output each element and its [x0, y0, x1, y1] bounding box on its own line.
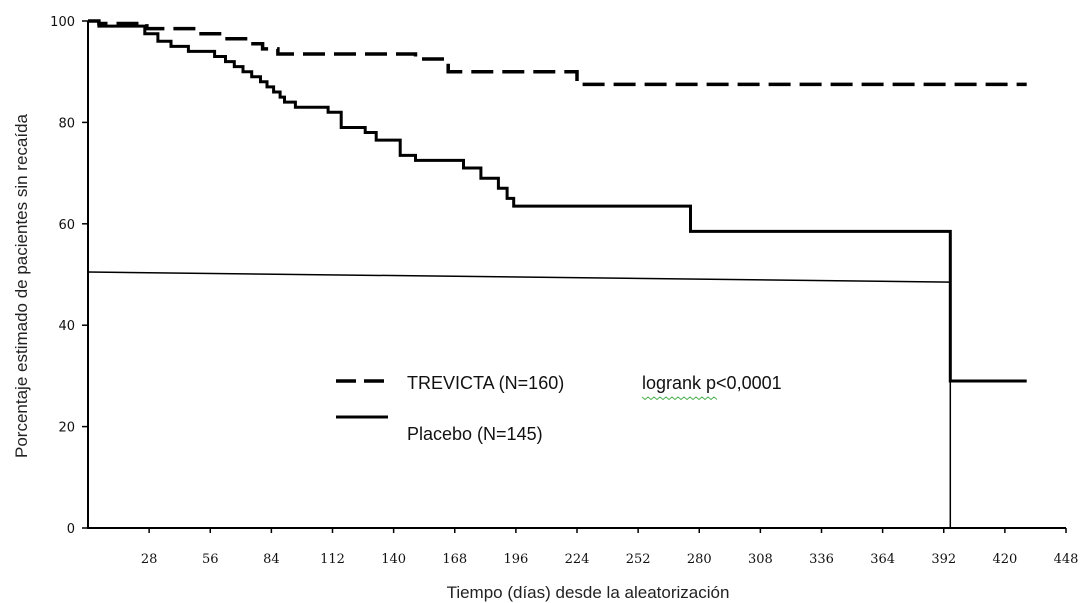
y-tick-label: 80 [58, 116, 75, 131]
y-axis-title: Porcentaje estimado de pacientes sin rec… [12, 113, 31, 458]
x-tick-label: 252 [626, 552, 651, 567]
legend-label: TREVICTA (N=160) [407, 373, 564, 393]
x-tick-label: 28 [141, 552, 158, 567]
y-tick-label: 60 [58, 218, 75, 233]
x-tick-label: 140 [381, 552, 406, 567]
x-tick-label: 392 [931, 552, 956, 567]
y-tick-label: 20 [58, 421, 75, 436]
legend: TREVICTA (N=160) Placebo (N=145) [336, 373, 718, 444]
y-tick-label: 40 [58, 319, 75, 334]
x-tick-label: 448 [1054, 552, 1079, 567]
spellcheck-underline [641, 396, 718, 401]
series-line-0 [88, 19, 1027, 87]
x-tick-label: 336 [809, 552, 834, 567]
x-tick-label: 308 [748, 552, 773, 567]
x-tick-label: 168 [442, 552, 467, 567]
tick-labels: 28 56 84 112 140 168 196 224 252 280 308 336 364 392 4… [50, 15, 1078, 567]
x-tick-label: 112 [320, 552, 345, 567]
legend-label: Placebo (N=145) [407, 424, 543, 444]
x-tick-label: 280 [687, 552, 712, 567]
logrank-annotation: logrank p<0,0001 [642, 373, 782, 393]
x-tick-label: 56 [202, 552, 219, 567]
data-series [87, 19, 1027, 528]
y-tick-label: 0 [67, 522, 75, 537]
series-line-2 [87, 271, 952, 528]
x-tick-label: 196 [503, 552, 528, 567]
x-axis-title: Tiempo (días) desde la aleatorización [447, 583, 730, 602]
x-tick-label: 84 [263, 552, 280, 567]
x-tick-label: 224 [565, 552, 590, 567]
x-tick-label: 420 [992, 552, 1017, 567]
y-tick-label: 100 [50, 15, 75, 30]
axes [82, 20, 1067, 533]
series-line-1 [88, 19, 1027, 383]
x-tick-label: 364 [870, 552, 895, 567]
